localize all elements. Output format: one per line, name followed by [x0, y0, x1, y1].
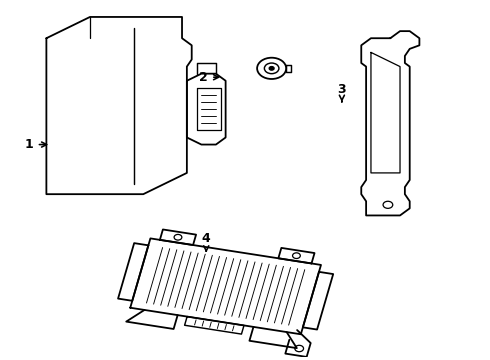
- Circle shape: [269, 67, 274, 70]
- Text: 4: 4: [202, 232, 211, 251]
- Text: 3: 3: [338, 83, 346, 102]
- Text: 1: 1: [25, 138, 47, 151]
- Text: 2: 2: [199, 71, 219, 84]
